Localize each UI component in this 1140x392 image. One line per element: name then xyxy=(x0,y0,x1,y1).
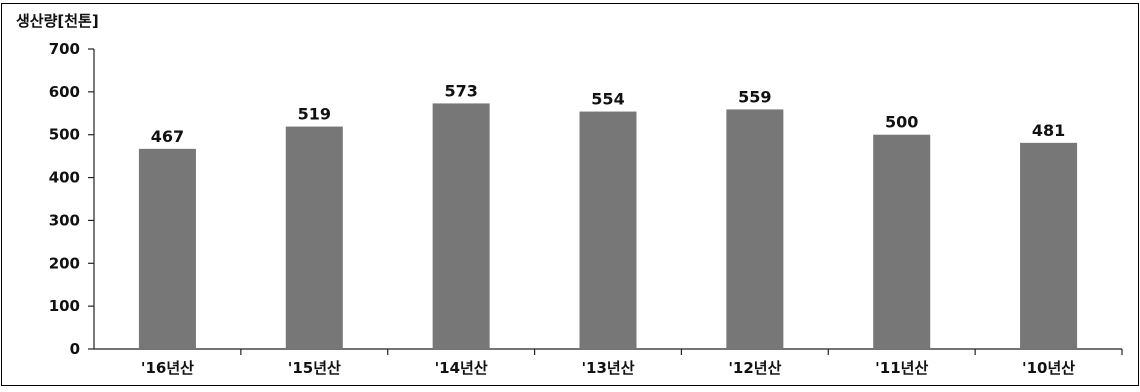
data-label: 500 xyxy=(885,113,918,132)
bar xyxy=(1020,142,1078,349)
y-tick-label: 200 xyxy=(49,254,80,272)
y-tick-label: 500 xyxy=(49,126,80,144)
data-label: 467 xyxy=(151,127,184,146)
x-tick-label: '11년산 xyxy=(875,359,928,377)
bar xyxy=(138,148,196,349)
y-tick-label: 300 xyxy=(49,211,80,229)
x-tick-label: '13년산 xyxy=(581,359,634,377)
data-labels: 467 519 573 554 559 500 481 xyxy=(151,81,1066,145)
y-tick-label: 600 xyxy=(49,83,80,101)
y-axis-title: 생산량[천톤] xyxy=(16,12,99,30)
x-tick-label: '16년산 xyxy=(141,359,194,377)
chart-frame: 생산량[천톤] 0 100 200 300 400 500 600 700 '16년산 '15년… xyxy=(1,3,1139,386)
bars xyxy=(138,103,1078,349)
y-tick-label: 700 xyxy=(49,40,80,58)
bar xyxy=(432,103,490,349)
data-label: 519 xyxy=(298,105,331,124)
data-label: 554 xyxy=(591,90,624,109)
bar xyxy=(579,111,637,349)
y-tick-label: 0 xyxy=(70,340,80,358)
bar xyxy=(726,109,784,349)
x-tick-label: '12년산 xyxy=(728,359,781,377)
bar-chart: 생산량[천톤] 0 100 200 300 400 500 600 700 '16년산 '15년… xyxy=(16,12,1123,377)
data-label: 559 xyxy=(738,87,771,106)
y-tick-label: 400 xyxy=(49,169,80,187)
bar xyxy=(285,126,343,349)
data-label: 573 xyxy=(444,81,477,100)
x-tick-label: '10년산 xyxy=(1022,359,1075,377)
y-tick-label: 100 xyxy=(49,297,80,315)
x-axis: '16년산 '15년산 '14년산 '13년산 '12년산 '11년산 '10년산 xyxy=(94,348,1123,377)
y-axis: 0 100 200 300 400 500 600 700 xyxy=(49,40,95,358)
x-tick-label: '14년산 xyxy=(435,359,488,377)
x-tick-label: '15년산 xyxy=(288,359,341,377)
data-label: 481 xyxy=(1032,121,1065,140)
bar xyxy=(873,134,931,349)
